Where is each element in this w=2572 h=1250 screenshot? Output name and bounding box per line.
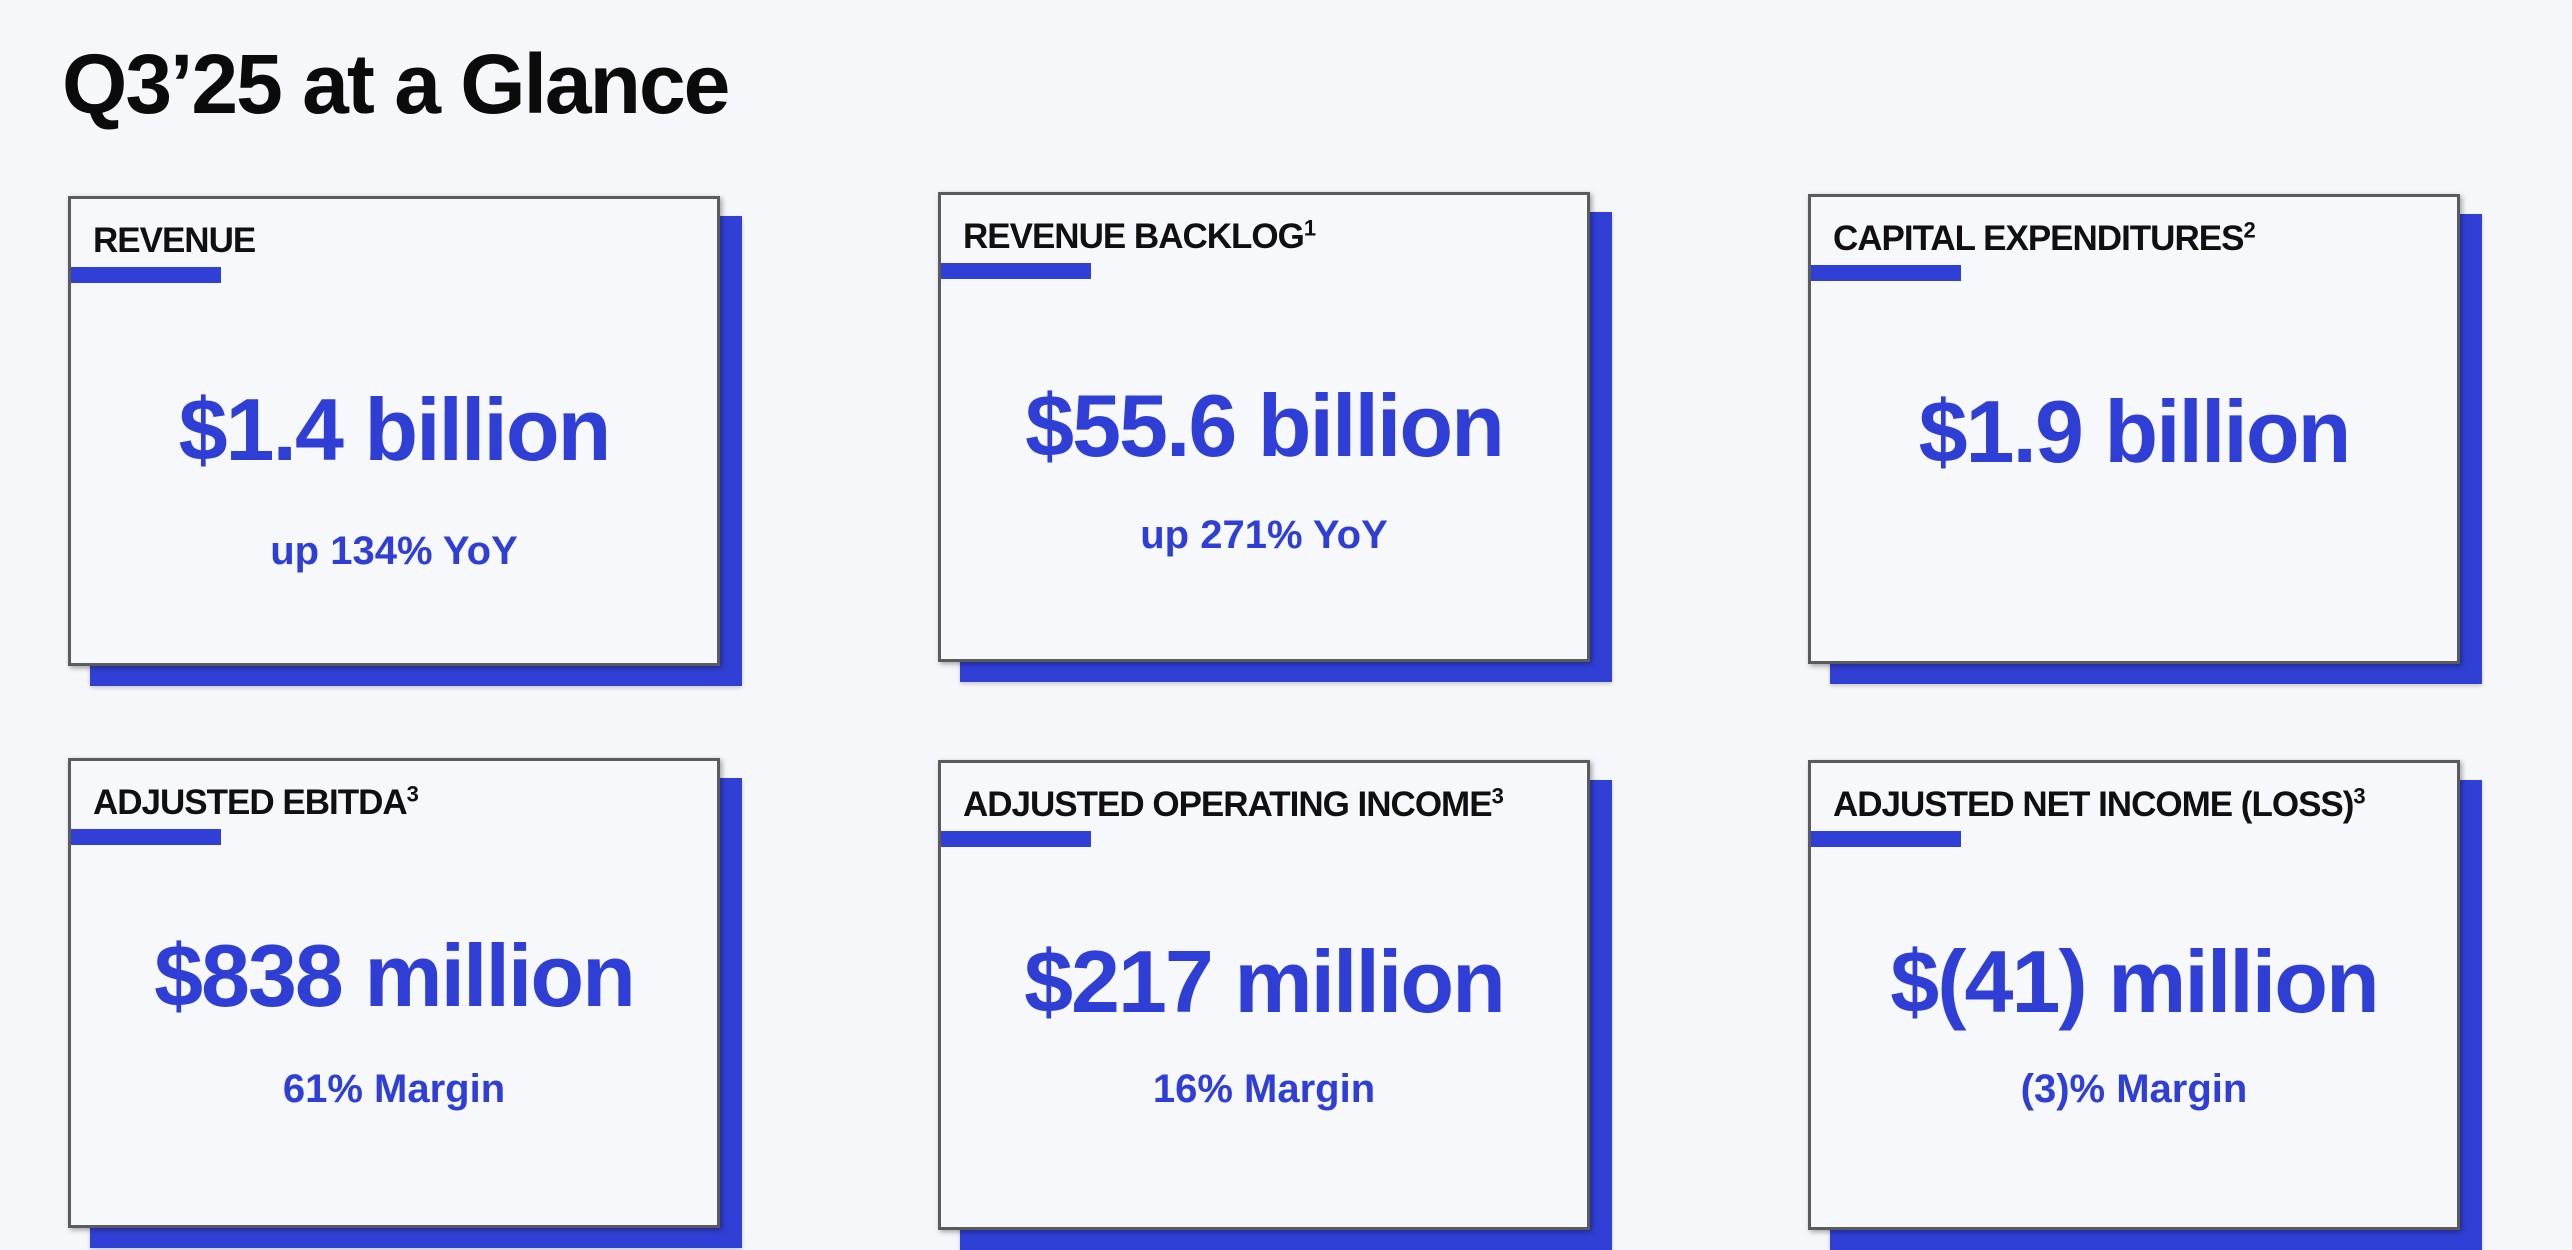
card-panel: REVENUE BACKLOG1 $55.6 billion up 271% Y…	[938, 192, 1590, 662]
card-label-text: CAPITAL EXPENDITURES	[1833, 219, 2244, 258]
label-accent-bar	[1811, 265, 1961, 281]
footnote-marker: 1	[1303, 215, 1316, 241]
metric-card-revenue-backlog: REVENUE BACKLOG1 $55.6 billion up 271% Y…	[938, 192, 1612, 682]
metric-card-adjusted-net-income: ADJUSTED NET INCOME (LOSS)3 $(41) millio…	[1808, 760, 2482, 1250]
card-subtext: (3)% Margin	[2020, 1067, 2248, 1111]
card-label-text: REVENUE	[93, 221, 256, 260]
card-value: $(41) million	[1890, 932, 2379, 1031]
card-label-text: REVENUE BACKLOG	[963, 217, 1305, 256]
metric-card-adjusted-ebitda: ADJUSTED EBITDA3 $838 million 61% Margin	[68, 758, 742, 1248]
footnote-marker: 3	[2353, 783, 2365, 809]
card-panel: CAPITAL EXPENDITURES2 $1.9 billion	[1808, 194, 2460, 664]
footnote-marker: 2	[2243, 217, 2255, 243]
card-panel: ADJUSTED NET INCOME (LOSS)3 $(41) millio…	[1808, 760, 2460, 1230]
card-value: $1.9 billion	[1918, 382, 2352, 481]
card-panel: ADJUSTED EBITDA3 $838 million 61% Margin	[68, 758, 720, 1228]
card-subtext: 16% Margin	[1152, 1067, 1376, 1111]
label-accent-bar	[941, 831, 1091, 847]
card-label-text: ADJUSTED NET INCOME (LOSS)	[1833, 785, 2354, 824]
metric-card-revenue: REVENUE $1.4 billion up 134% YoY	[68, 196, 742, 686]
label-accent-bar	[71, 829, 221, 845]
card-label: ADJUSTED NET INCOME (LOSS)3	[1833, 783, 2366, 825]
label-accent-bar	[71, 267, 221, 283]
card-label-text: ADJUSTED OPERATING INCOME	[963, 785, 1493, 824]
card-value: $55.6 billion	[1025, 376, 1505, 475]
card-label-text: ADJUSTED EBITDA	[93, 783, 408, 822]
card-label: REVENUE BACKLOG1	[963, 215, 1316, 257]
card-value: $1.4 billion	[178, 380, 612, 479]
footnote-marker: 3	[1491, 783, 1504, 809]
card-label: ADJUSTED EBITDA3	[93, 781, 419, 823]
card-panel: ADJUSTED OPERATING INCOME3 $217 million …	[938, 760, 1590, 1230]
card-value: $217 million	[1024, 932, 1506, 1031]
card-value: $838 million	[154, 926, 636, 1025]
card-subtext: up 134% YoY	[270, 529, 518, 573]
metric-card-capital-expenditures: CAPITAL EXPENDITURES2 $1.9 billion	[1808, 194, 2482, 684]
card-subtext: 61% Margin	[282, 1067, 506, 1111]
card-label: REVENUE	[93, 221, 256, 261]
metric-card-adjusted-operating-income: ADJUSTED OPERATING INCOME3 $217 million …	[938, 760, 1612, 1250]
card-subtext: up 271% YoY	[1140, 513, 1388, 557]
label-accent-bar	[1811, 831, 1961, 847]
page-title: Q3’25 at a Glance	[62, 37, 730, 131]
label-accent-bar	[941, 263, 1091, 279]
card-label: ADJUSTED OPERATING INCOME3	[963, 783, 1504, 825]
card-panel: REVENUE $1.4 billion up 134% YoY	[68, 196, 720, 666]
footnote-marker: 3	[406, 781, 419, 807]
card-label: CAPITAL EXPENDITURES2	[1833, 217, 2256, 259]
